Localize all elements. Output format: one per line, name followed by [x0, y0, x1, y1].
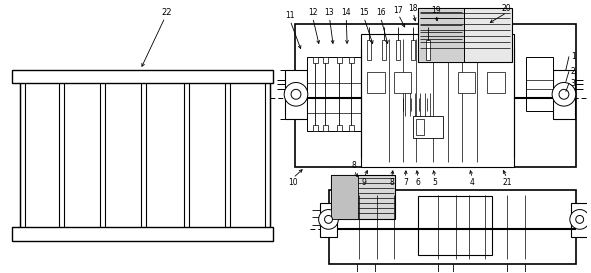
Bar [416, 119, 424, 135]
Bar [12, 227, 273, 241]
Circle shape [291, 89, 301, 99]
Text: 6: 6 [415, 178, 421, 187]
Bar [337, 125, 342, 131]
Bar [367, 72, 385, 93]
Text: 14: 14 [342, 8, 351, 17]
Bar [349, 125, 354, 131]
Bar [457, 72, 475, 93]
Text: 20: 20 [502, 4, 512, 13]
Circle shape [552, 82, 576, 106]
Text: 4: 4 [470, 178, 475, 187]
Text: 13: 13 [324, 8, 335, 17]
Bar [571, 203, 589, 237]
Bar [323, 57, 327, 63]
Text: 22: 22 [162, 8, 172, 17]
Bar [553, 70, 575, 119]
Bar [413, 116, 443, 138]
Text: 21: 21 [502, 178, 512, 187]
Text: 7: 7 [403, 178, 408, 187]
Bar [12, 70, 273, 84]
Text: 5: 5 [433, 178, 437, 187]
Text: 15: 15 [359, 8, 369, 17]
Text: 2: 2 [571, 67, 576, 76]
Bar [320, 203, 337, 237]
Bar [307, 57, 361, 131]
Circle shape [319, 210, 339, 229]
Bar [394, 72, 411, 93]
Bar [349, 57, 354, 63]
Bar [285, 70, 307, 119]
Bar [337, 57, 342, 63]
Circle shape [284, 82, 308, 106]
Text: 1: 1 [571, 52, 576, 61]
Bar [426, 40, 430, 60]
Text: 8: 8 [352, 161, 356, 170]
Text: 19: 19 [431, 5, 441, 14]
Text: 3: 3 [571, 79, 576, 88]
Bar [332, 175, 358, 219]
Bar [367, 40, 371, 60]
Circle shape [324, 215, 333, 223]
Bar [330, 190, 576, 264]
Bar [487, 72, 505, 93]
Bar [313, 125, 318, 131]
Text: 17: 17 [394, 5, 403, 14]
Bar [295, 24, 576, 167]
Text: 9: 9 [362, 178, 366, 187]
Text: 18: 18 [408, 4, 418, 13]
Circle shape [576, 215, 584, 223]
Text: 8: 8 [389, 178, 394, 187]
Bar [382, 40, 386, 60]
Bar [332, 175, 395, 219]
Text: 16: 16 [376, 8, 385, 17]
Bar [323, 125, 327, 131]
Bar [418, 8, 512, 62]
Bar [361, 34, 514, 167]
Text: 11: 11 [285, 11, 295, 20]
Bar [418, 8, 465, 62]
Bar [418, 196, 492, 255]
Bar [313, 57, 318, 63]
Circle shape [559, 89, 569, 99]
Text: 12: 12 [308, 8, 317, 17]
Text: 10: 10 [288, 178, 298, 187]
Bar [527, 57, 553, 111]
Circle shape [570, 210, 590, 229]
Bar [411, 40, 415, 60]
Bar [397, 40, 401, 60]
